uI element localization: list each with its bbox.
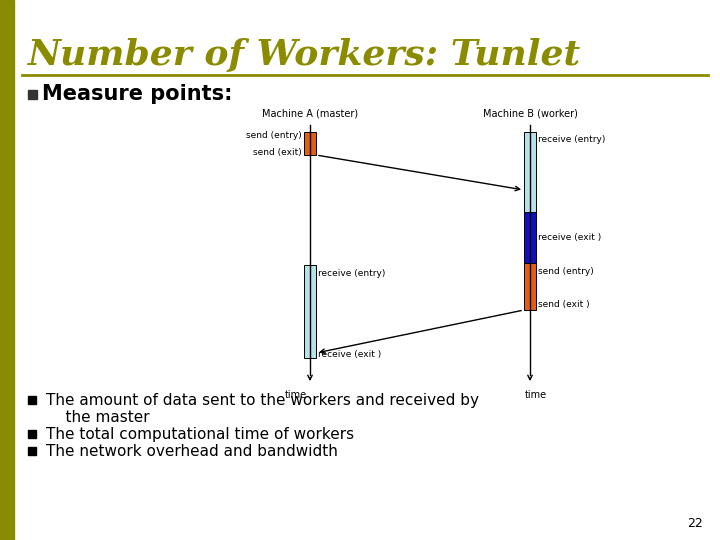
Text: receive (entry): receive (entry) (538, 136, 606, 145)
Bar (524, 212, 536, 263)
Bar (524, 132, 536, 212)
Text: time: time (525, 390, 547, 400)
Text: The total computational time of workers: The total computational time of workers (46, 427, 354, 442)
Text: receive (exit ): receive (exit ) (318, 349, 382, 359)
Bar (28, 396, 36, 404)
Text: receive (entry): receive (entry) (318, 268, 385, 278)
Bar (28, 90, 37, 99)
Bar (524, 263, 536, 310)
Text: send (exit): send (exit) (253, 148, 302, 158)
Text: Machine A (master): Machine A (master) (262, 108, 358, 118)
Bar (304, 132, 316, 155)
Text: send (entry): send (entry) (246, 132, 302, 140)
Text: Machine B (worker): Machine B (worker) (482, 108, 577, 118)
Bar (0, 0, 14, 540)
Bar (28, 430, 36, 438)
Text: time: time (285, 390, 307, 400)
Text: Number of Workers: Tunlet: Number of Workers: Tunlet (28, 38, 581, 72)
Text: send (entry): send (entry) (538, 267, 594, 275)
Text: send (exit ): send (exit ) (538, 300, 590, 309)
Bar (304, 265, 316, 358)
Text: 22: 22 (688, 517, 703, 530)
Text: Measure points:: Measure points: (42, 84, 233, 105)
Text: the master: the master (46, 409, 150, 424)
Bar (28, 447, 36, 455)
Text: The network overhead and bandwidth: The network overhead and bandwidth (46, 443, 338, 458)
Text: receive (exit ): receive (exit ) (538, 233, 601, 242)
Text: The amount of data sent to the workers and received by: The amount of data sent to the workers a… (46, 393, 479, 408)
